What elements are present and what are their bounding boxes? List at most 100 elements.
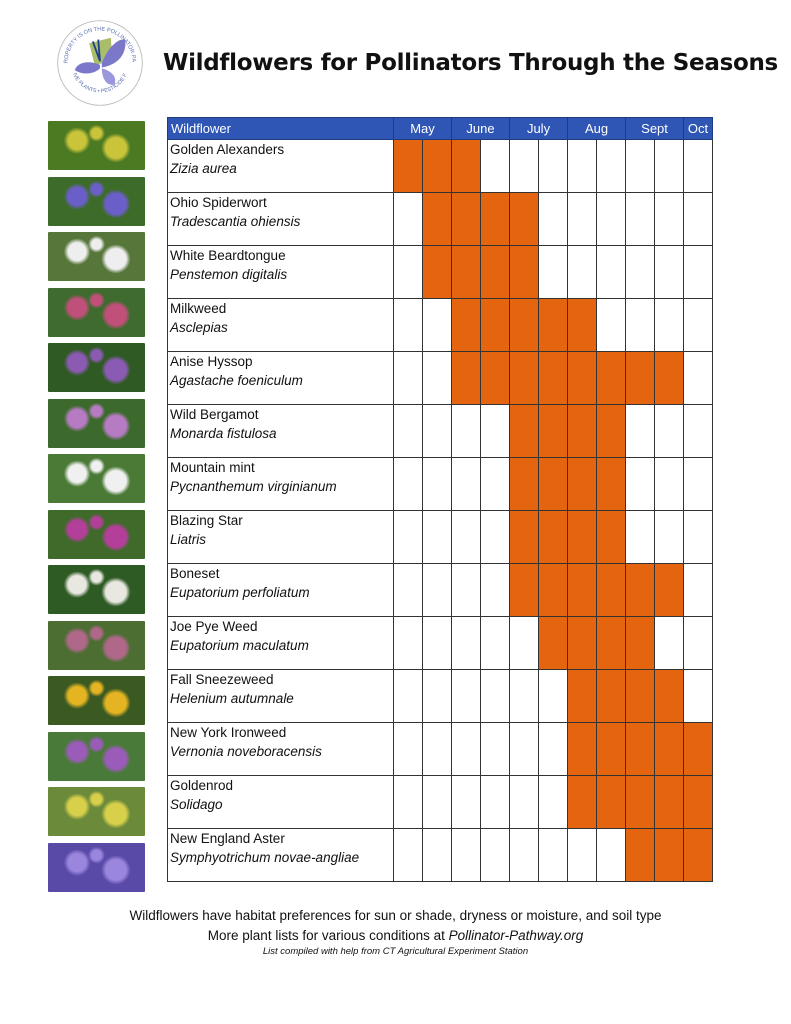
bloom-cell [683,669,714,723]
bloom-cell [451,616,481,670]
bloom-cell-active [422,245,452,299]
bloom-cell [683,616,714,670]
bloom-cell [596,828,627,882]
bloom-cell [596,298,627,352]
bloom-table: Wildflower May June July Aug Sept Oct Golden A… [167,117,714,882]
bloom-cell-active [509,298,540,352]
bloom-cell [625,192,656,246]
flower-photo [48,287,145,337]
bloom-cell [451,404,481,458]
bloom-cell [393,563,423,617]
bloom-cell-active [654,775,685,829]
bloom-cell-active [538,510,569,564]
bloom-cell-active [683,722,714,776]
flower-photo [48,121,145,170]
bloom-cell-active [538,404,569,458]
bloom-cell [479,828,511,882]
bloom-cell-active [422,139,452,193]
flower-photo [48,232,145,281]
bloom-cell-active [479,298,511,352]
bloom-cell [538,669,569,723]
scientific-name: Tradescantia ohiensis [170,214,301,229]
bloom-cell-active [509,563,540,617]
bloom-cell [393,775,423,829]
wildflower-name-cell: Anise Hyssop Agastache foeniculum [167,351,394,405]
common-name: Goldenrod [170,778,234,793]
bloom-cell-active [538,616,569,670]
scientific-name: Eupatorium maculatum [170,638,309,653]
bloom-cell-active [567,510,598,564]
bloom-cell [683,245,714,299]
wildflower-name-cell: Mountain mint Pycnanthemum virginianum [167,457,394,511]
table-row: Fall Sneezeweed Helenium autumnale [167,669,714,723]
bloom-cell-active [538,563,569,617]
wildflower-name-cell: Goldenrod Solidago [167,775,394,829]
common-name: Mountain mint [170,460,255,475]
bloom-cell-active [596,510,627,564]
table-row: Blazing Star Liatris [167,510,714,564]
table-row: Golden Alexanders Zizia aurea [167,139,714,193]
bloom-cell-active [451,192,481,246]
footer-more-lists-text: More plant lists for various conditions … [207,928,449,943]
bloom-cell [625,457,656,511]
bloom-cell-active [567,563,598,617]
bloom-cell-active [479,245,511,299]
footer-more-lists: More plant lists for various conditions … [0,928,791,943]
bloom-cell [393,351,423,405]
column-header-may: May [393,117,452,140]
common-name: New England Aster [170,831,285,846]
bloom-cell-active [654,351,685,405]
bloom-cell-active [596,775,627,829]
bloom-cell [393,722,423,776]
bloom-cell-active [422,192,452,246]
common-name: White Beardtongue [170,248,286,263]
flower-photo [48,787,145,836]
flower-photo [48,509,145,559]
flower-photo [48,842,145,892]
bloom-cell [422,510,452,564]
bloom-cell-active [538,351,569,405]
common-name: Anise Hyssop [170,354,253,369]
bloom-cell [654,139,685,193]
bloom-cell-active [654,669,685,723]
bloom-cell [654,192,685,246]
table-row: Goldenrod Solidago [167,775,714,829]
bloom-cell [422,351,452,405]
bloom-cell [509,616,540,670]
bloom-cell-active [567,298,598,352]
pollinator-pathway-link[interactable]: Pollinator-Pathway.org [448,928,584,943]
scientific-name: Eupatorium perfoliatum [170,585,310,600]
wildflower-name-cell: New York Ironweed Vernonia noveboracensis [167,722,394,776]
bloom-cell [422,775,452,829]
bloom-cell-active [596,616,627,670]
bloom-cell [596,192,627,246]
bloom-cell [451,457,481,511]
bloom-cell [393,669,423,723]
common-name: Milkweed [170,301,227,316]
bloom-cell [596,139,627,193]
common-name: Boneset [170,566,220,581]
bloom-cell [393,828,423,882]
wildflower-name-cell: Ohio Spiderwort Tradescantia ohiensis [167,192,394,246]
bloom-cell-active [625,775,656,829]
bloom-cell [538,828,569,882]
bloom-cell [422,298,452,352]
bloom-cell-active [509,192,540,246]
bloom-cell [451,828,481,882]
bloom-cell [538,192,569,246]
flower-photo [48,343,145,392]
common-name: Fall Sneezeweed [170,672,274,687]
bloom-cell-active [538,298,569,352]
bloom-cell-active [625,563,656,617]
bloom-cell [509,722,540,776]
bloom-cell [567,139,598,193]
common-name: New York Ironweed [170,725,287,740]
bloom-cell [654,457,685,511]
bloom-cell-active [567,404,598,458]
column-header-oct: Oct [683,117,714,140]
wildflower-name-cell: Fall Sneezeweed Helenium autumnale [167,669,394,723]
table-row: Joe Pye Weed Eupatorium maculatum [167,616,714,670]
bloom-cell [567,245,598,299]
bloom-cell [683,192,714,246]
bloom-cell [509,775,540,829]
